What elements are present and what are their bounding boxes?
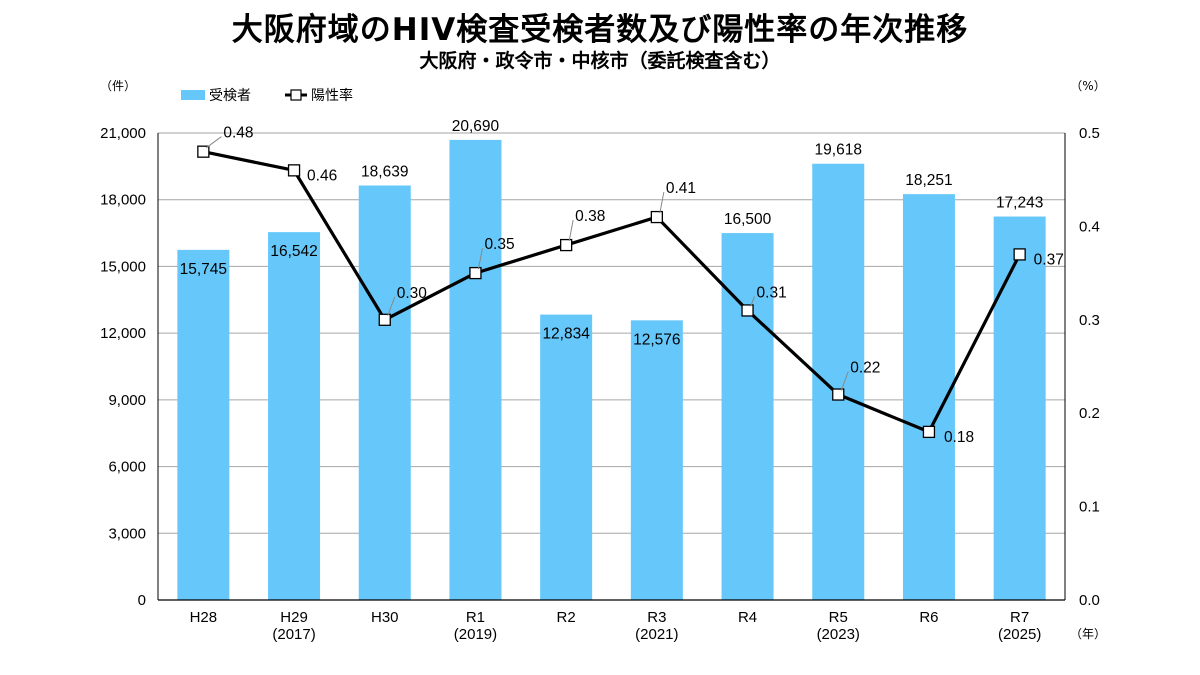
rate-marker bbox=[650, 210, 663, 224]
axes bbox=[157, 133, 1066, 601]
y-left-tick-label: 3,000 bbox=[108, 525, 146, 542]
bar-data-label: 12,834 bbox=[542, 326, 590, 343]
data-labels: 15,745 16,542 18,639 20,690 12,834 12,576 16,5… bbox=[180, 118, 1064, 446]
rate-marker bbox=[1013, 248, 1026, 261]
bar-data-label: 16,500 bbox=[724, 211, 772, 228]
rate-marker bbox=[378, 313, 391, 326]
bar bbox=[177, 249, 230, 600]
rate-marker bbox=[832, 388, 845, 401]
bar-data-label: 12,576 bbox=[633, 331, 680, 348]
y-right-tick-label: 0.4 bbox=[1079, 218, 1100, 235]
y-left-tick-label: 6,000 bbox=[108, 459, 146, 476]
bar bbox=[630, 320, 683, 600]
leader-line bbox=[206, 136, 222, 149]
leader-line bbox=[568, 219, 574, 242]
x-tick-label: (2021) bbox=[635, 626, 678, 643]
bar bbox=[993, 216, 1046, 600]
leader-line bbox=[750, 296, 756, 307]
rate-data-label: 0.31 bbox=[757, 284, 787, 301]
y-right-tick-label: 0.3 bbox=[1079, 312, 1100, 329]
y-left-tick-label: 12,000 bbox=[100, 325, 146, 342]
bar bbox=[540, 314, 593, 600]
x-tick-label: R3 bbox=[647, 609, 666, 626]
rate-data-label: 0.48 bbox=[223, 125, 253, 142]
bar bbox=[358, 185, 411, 600]
x-tick-label: H28 bbox=[190, 609, 218, 626]
legend-bar-swatch bbox=[181, 90, 205, 100]
x-tick-label: R7 bbox=[1010, 609, 1029, 626]
bar-series bbox=[177, 139, 1046, 601]
rate-line bbox=[203, 150, 1022, 434]
x-tick-label: (2019) bbox=[454, 626, 497, 643]
rate-data-label: 0.37 bbox=[1034, 251, 1064, 268]
legend-line-marker bbox=[290, 89, 302, 101]
y-right-tick-label: 0.1 bbox=[1079, 499, 1100, 516]
rate-data-label: 0.35 bbox=[484, 236, 514, 253]
leader-line bbox=[659, 191, 665, 214]
x-unit: （年） bbox=[1070, 627, 1106, 641]
y-right-tick-label: 0.5 bbox=[1079, 125, 1100, 142]
x-tick-label: R2 bbox=[557, 609, 576, 626]
rate-data-label: 0.41 bbox=[666, 180, 696, 197]
leader-line bbox=[387, 296, 396, 316]
y-left-tick-label: 9,000 bbox=[108, 392, 146, 409]
y-left-unit: （件） bbox=[100, 79, 136, 93]
rate-data-label: 0.22 bbox=[850, 360, 880, 377]
rate-marker bbox=[922, 425, 936, 439]
y-left-tick-label: 18,000 bbox=[100, 192, 146, 209]
x-tick-label: H30 bbox=[371, 609, 399, 626]
x-tick-label: (2017) bbox=[272, 626, 315, 643]
axis-ticks: 0 3,000 6,000 9,000 12,000 15,000 18,000 21,000… bbox=[100, 79, 1106, 643]
bar-data-label: 18,639 bbox=[361, 164, 408, 181]
leader-line bbox=[840, 371, 849, 391]
y-left-tick-label: 21,000 bbox=[100, 125, 146, 142]
chart-title: 大阪府域のHIV検査受検者数及び陽性率の年次推移 bbox=[231, 12, 969, 48]
rate-marker bbox=[741, 304, 754, 317]
x-tick-label: R6 bbox=[919, 609, 938, 626]
x-tick-label: R1 bbox=[466, 609, 485, 626]
bar-data-label: 15,745 bbox=[180, 261, 227, 278]
bar bbox=[268, 232, 321, 600]
rate-marker bbox=[560, 238, 573, 252]
x-tick-label: (2023) bbox=[817, 626, 860, 643]
bar-data-label: 17,243 bbox=[996, 195, 1043, 212]
rate-marker bbox=[197, 145, 210, 158]
leader-line bbox=[477, 248, 483, 270]
rate-data-label: 0.18 bbox=[944, 429, 974, 446]
rate-data-label: 0.30 bbox=[397, 285, 428, 302]
y-right-unit: （%） bbox=[1070, 79, 1105, 93]
y-right-tick-label: 0.2 bbox=[1079, 405, 1100, 422]
rate-data-label: 0.38 bbox=[575, 208, 605, 225]
bar-data-label: 18,251 bbox=[905, 172, 952, 189]
bar bbox=[812, 163, 865, 601]
rate-data-label: 0.46 bbox=[307, 167, 337, 184]
bar-data-label: 20,690 bbox=[452, 118, 500, 135]
rate-marker bbox=[287, 164, 301, 177]
legend: 受検者 陽性率 bbox=[181, 87, 353, 104]
legend-bar-label: 受検者 bbox=[209, 88, 251, 104]
rate-marker bbox=[469, 266, 482, 280]
bar-data-label: 16,542 bbox=[270, 243, 317, 260]
bar-data-label: 19,618 bbox=[815, 142, 862, 159]
y-left-tick-label: 15,000 bbox=[100, 258, 146, 275]
chart-subtitle: 大阪府・政令市・中核市（委託検査含む） bbox=[419, 50, 781, 72]
x-tick-label: R5 bbox=[829, 609, 848, 626]
x-tick-label: H29 bbox=[280, 609, 308, 626]
legend-line-label: 陽性率 bbox=[311, 87, 353, 104]
x-tick-label: R4 bbox=[738, 609, 757, 626]
bar bbox=[449, 139, 502, 601]
y-right-tick-label: 0.0 bbox=[1079, 592, 1100, 609]
line-series bbox=[197, 145, 1026, 439]
x-tick-label: (2025) bbox=[998, 626, 1041, 643]
y-left-tick-label: 0 bbox=[138, 592, 146, 609]
